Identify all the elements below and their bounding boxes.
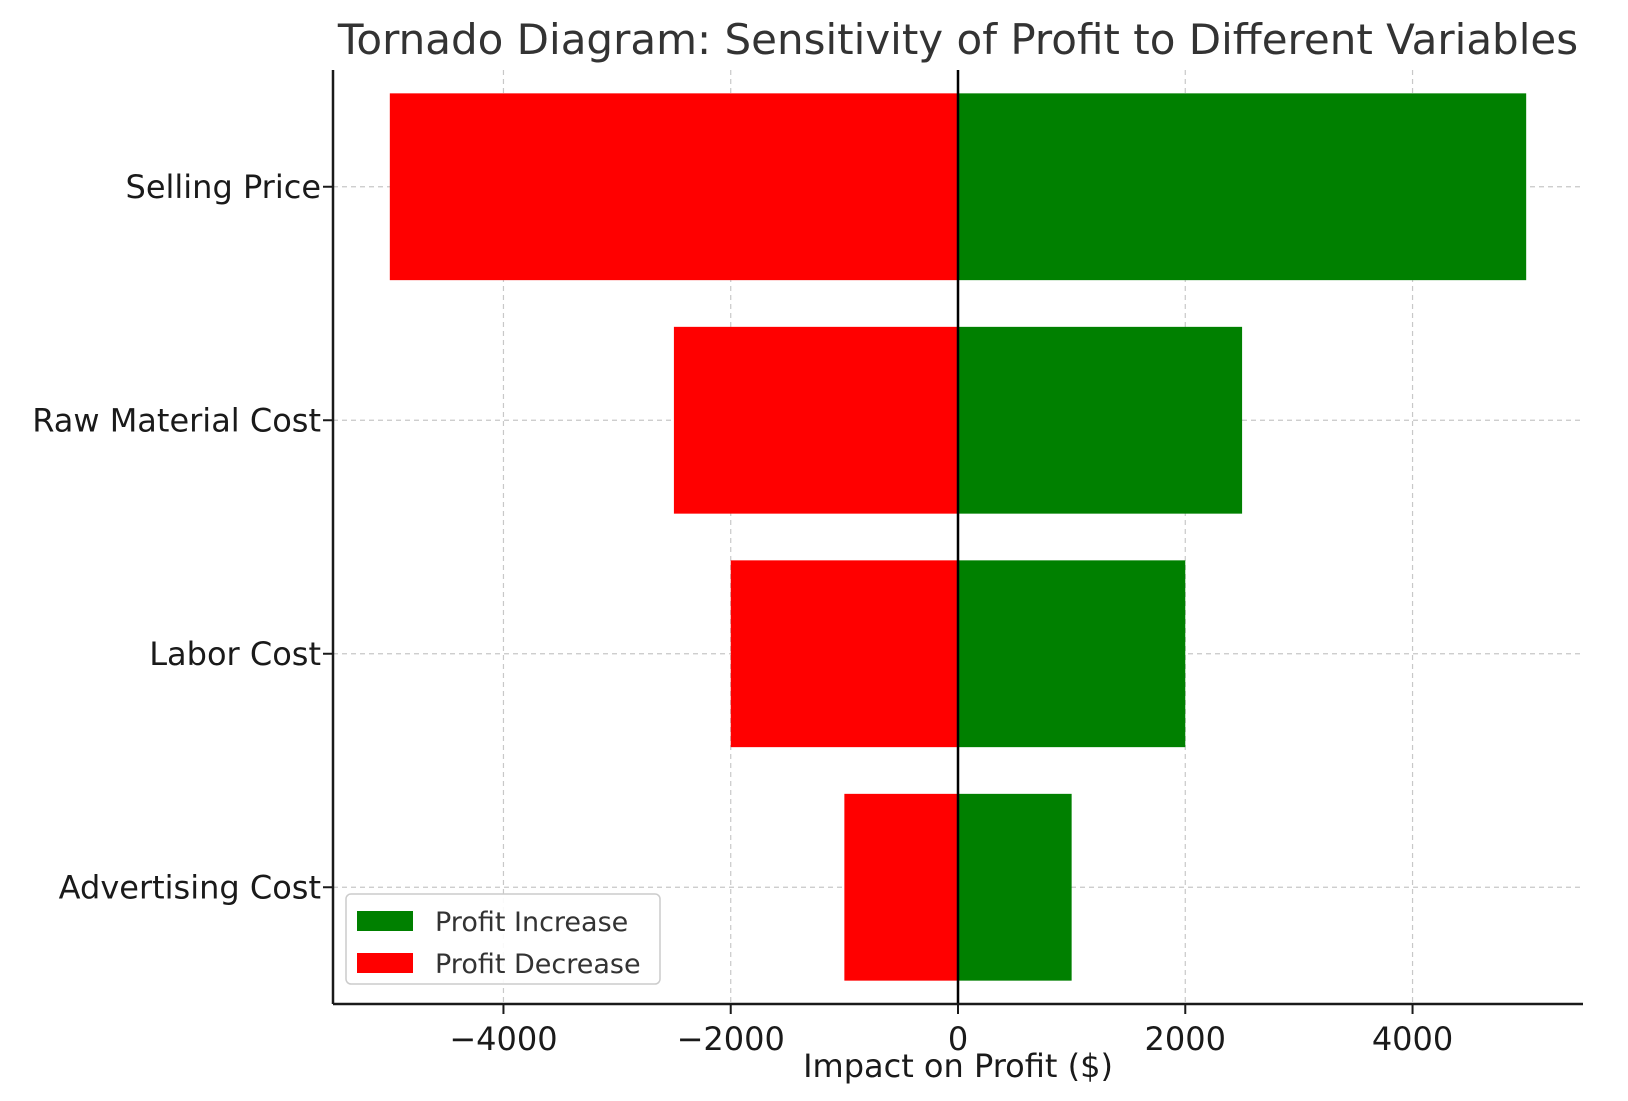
axes bbox=[323, 70, 1583, 1014]
y-tick-label: Labor Cost bbox=[149, 635, 321, 673]
bar-increase-1 bbox=[958, 326, 1243, 514]
bar-increase-3 bbox=[958, 793, 1072, 981]
chart-title: Tornado Diagram: Sensitivity of Profit t… bbox=[337, 15, 1578, 64]
legend-swatch bbox=[357, 911, 413, 931]
legend-box bbox=[345, 893, 661, 985]
legend: Profit Increase Profit Decrease bbox=[345, 893, 661, 985]
bar-decrease-1 bbox=[673, 326, 958, 514]
bar-decrease-3 bbox=[844, 793, 958, 981]
bar-increase-0 bbox=[958, 93, 1527, 281]
bar-decrease-0 bbox=[389, 93, 958, 281]
y-tick-label: Selling Price bbox=[126, 168, 322, 206]
x-tick-label: −4000 bbox=[449, 1020, 557, 1058]
bar-decrease-2 bbox=[730, 560, 958, 748]
x-tick-label: −2000 bbox=[677, 1020, 785, 1058]
y-tick-label: Raw Material Cost bbox=[32, 401, 321, 439]
legend-label: Profit Increase bbox=[435, 907, 628, 938]
legend-label: Profit Decrease bbox=[435, 949, 641, 980]
x-axis-label: Impact on Profit ($) bbox=[803, 1047, 1113, 1085]
y-tick-label: Advertising Cost bbox=[59, 868, 321, 906]
legend-swatch bbox=[357, 953, 413, 973]
x-tick-label: 0 bbox=[948, 1020, 968, 1058]
tick-labels: −4000 −2000 0 2000 4000 Selling Price Raw Mate… bbox=[32, 168, 1453, 1058]
x-tick-label: 2000 bbox=[1145, 1020, 1226, 1058]
x-tick-label: 4000 bbox=[1372, 1020, 1453, 1058]
bars bbox=[389, 93, 1527, 981]
bar-increase-2 bbox=[958, 560, 1186, 748]
